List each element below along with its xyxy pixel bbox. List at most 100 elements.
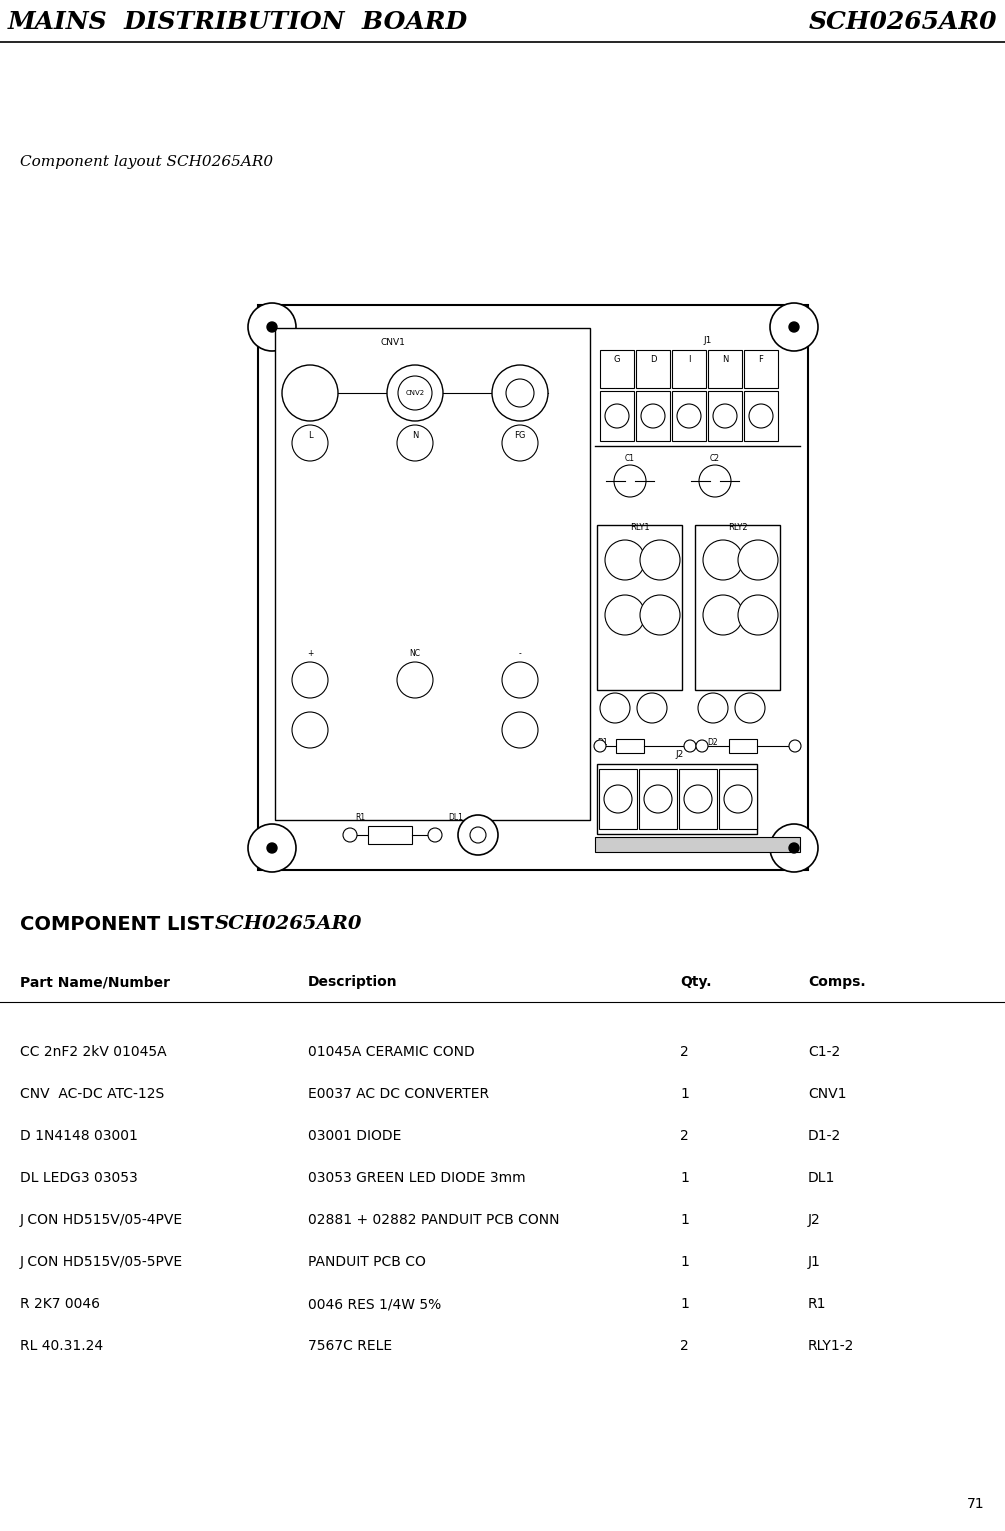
Bar — [639, 769, 677, 828]
Text: 1: 1 — [680, 1297, 688, 1311]
Circle shape — [704, 540, 743, 580]
Text: DL1: DL1 — [808, 1171, 835, 1185]
Circle shape — [789, 322, 799, 332]
Circle shape — [640, 596, 680, 635]
Circle shape — [248, 824, 296, 873]
Circle shape — [644, 785, 672, 813]
Text: C2: C2 — [710, 455, 720, 462]
Bar — [599, 769, 637, 828]
Text: J2: J2 — [808, 1213, 821, 1226]
Text: C1: C1 — [625, 455, 635, 462]
Text: SCH0265AR0: SCH0265AR0 — [215, 916, 363, 932]
Text: Description: Description — [308, 975, 398, 989]
Circle shape — [502, 661, 538, 698]
Circle shape — [713, 404, 737, 429]
Circle shape — [397, 426, 433, 461]
Text: 7567C RELE: 7567C RELE — [308, 1340, 392, 1353]
Circle shape — [738, 596, 778, 635]
Circle shape — [343, 828, 357, 842]
Text: COMPONENT LIST: COMPONENT LIST — [20, 916, 221, 934]
Text: G: G — [614, 355, 620, 364]
Bar — [636, 390, 670, 441]
Text: N: N — [722, 355, 729, 364]
Bar — [744, 390, 778, 441]
Circle shape — [735, 694, 765, 723]
Circle shape — [789, 844, 799, 853]
Circle shape — [637, 694, 667, 723]
Text: CNV2: CNV2 — [405, 390, 424, 397]
Text: 02881 + 02882 PANDUIT PCB CONN: 02881 + 02882 PANDUIT PCB CONN — [308, 1213, 560, 1226]
Bar — [258, 305, 808, 870]
Bar — [597, 764, 757, 834]
Text: D1: D1 — [597, 738, 608, 747]
Circle shape — [600, 694, 630, 723]
Bar — [600, 351, 634, 387]
Text: PANDUIT PCB CO: PANDUIT PCB CO — [308, 1255, 426, 1269]
Text: CNV1: CNV1 — [808, 1087, 846, 1101]
Circle shape — [724, 785, 752, 813]
Circle shape — [789, 739, 801, 752]
Bar — [597, 525, 682, 690]
Text: RLY1-2: RLY1-2 — [808, 1340, 854, 1353]
Text: E0037 AC DC CONVERTER: E0037 AC DC CONVERTER — [308, 1087, 489, 1101]
Text: CC 2nF2 2kV 01045A: CC 2nF2 2kV 01045A — [20, 1046, 167, 1059]
Text: RL 40.31.24: RL 40.31.24 — [20, 1340, 104, 1353]
Circle shape — [684, 739, 696, 752]
Circle shape — [292, 426, 328, 461]
Circle shape — [605, 596, 645, 635]
Circle shape — [770, 303, 818, 351]
Text: J1: J1 — [808, 1255, 821, 1269]
Text: 03001 DIODE: 03001 DIODE — [308, 1128, 401, 1144]
Circle shape — [292, 712, 328, 749]
Bar — [636, 351, 670, 387]
Text: MAINS  DISTRIBUTION  BOARD: MAINS DISTRIBUTION BOARD — [8, 11, 468, 34]
Circle shape — [502, 426, 538, 461]
Circle shape — [458, 814, 498, 854]
Circle shape — [248, 303, 296, 351]
Circle shape — [677, 404, 701, 429]
Text: 2: 2 — [680, 1340, 688, 1353]
Text: R1: R1 — [355, 813, 365, 822]
Bar — [729, 739, 757, 753]
Text: Qty.: Qty. — [680, 975, 712, 989]
Text: -: - — [519, 649, 522, 658]
Circle shape — [605, 404, 629, 429]
Bar — [595, 837, 800, 851]
Text: D: D — [650, 355, 656, 364]
Text: 1: 1 — [680, 1213, 688, 1226]
Text: Comps.: Comps. — [808, 975, 865, 989]
Circle shape — [604, 785, 632, 813]
Bar — [708, 351, 742, 387]
Text: J1: J1 — [704, 335, 712, 344]
Text: F: F — [759, 355, 764, 364]
Circle shape — [698, 694, 728, 723]
Circle shape — [696, 739, 708, 752]
Bar — [600, 390, 634, 441]
Text: 2: 2 — [680, 1128, 688, 1144]
Circle shape — [387, 364, 443, 421]
Circle shape — [428, 828, 442, 842]
Circle shape — [492, 364, 548, 421]
Text: 1: 1 — [680, 1087, 688, 1101]
Bar — [695, 525, 780, 690]
Text: CNV  AC-DC ATC-12S: CNV AC-DC ATC-12S — [20, 1087, 164, 1101]
Text: Part Name/Number: Part Name/Number — [20, 975, 170, 989]
Text: J CON HD515V/05-5PVE: J CON HD515V/05-5PVE — [20, 1255, 183, 1269]
Text: 01045A CERAMIC COND: 01045A CERAMIC COND — [308, 1046, 474, 1059]
Circle shape — [749, 404, 773, 429]
Circle shape — [614, 465, 646, 498]
Text: 0046 RES 1/4W 5%: 0046 RES 1/4W 5% — [308, 1297, 441, 1311]
Text: FG: FG — [515, 432, 526, 439]
Text: Component layout SCH0265AR0: Component layout SCH0265AR0 — [20, 155, 273, 168]
Circle shape — [282, 364, 338, 421]
Bar — [744, 351, 778, 387]
Bar — [275, 328, 590, 821]
Circle shape — [684, 785, 712, 813]
Text: RLY1: RLY1 — [630, 524, 649, 531]
Circle shape — [594, 739, 606, 752]
Text: J2: J2 — [676, 750, 684, 759]
Text: CNV1: CNV1 — [380, 338, 405, 348]
Bar — [708, 390, 742, 441]
Text: I: I — [687, 355, 690, 364]
Circle shape — [704, 596, 743, 635]
